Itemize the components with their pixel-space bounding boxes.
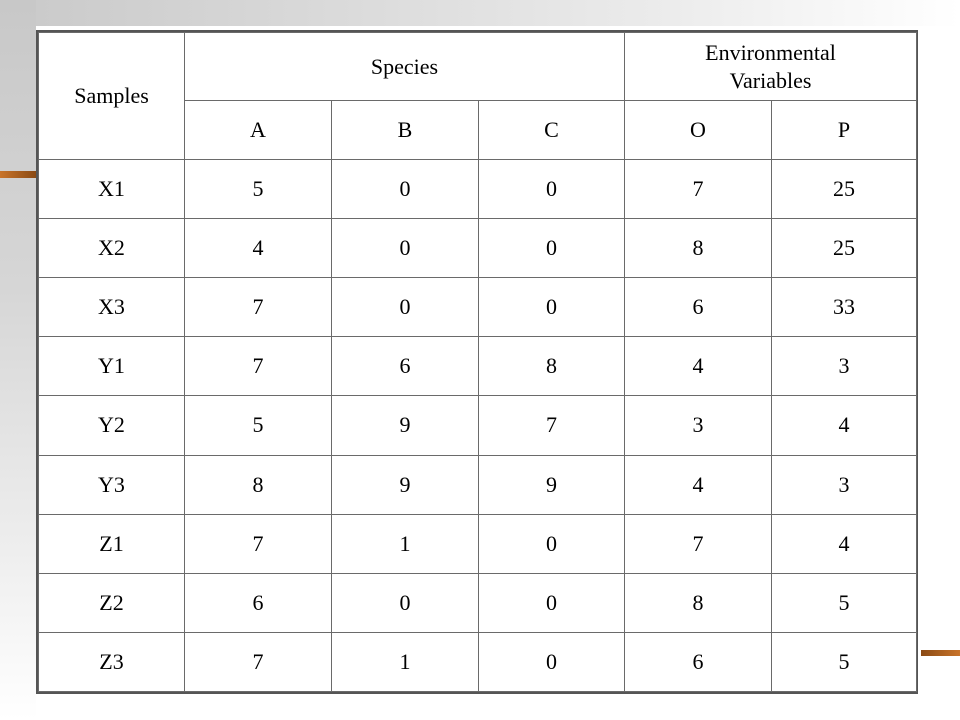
value-cell: 0 xyxy=(478,572,625,633)
value-cell: 1 xyxy=(331,513,479,574)
sample-cell: X2 xyxy=(38,218,185,279)
value-cell: 0 xyxy=(331,218,479,279)
value-cell: 5 xyxy=(184,395,332,456)
value-cell: 25 xyxy=(771,158,917,220)
value-cell: 7 xyxy=(184,631,332,693)
value-cell: 5 xyxy=(184,158,332,220)
value-cell: 4 xyxy=(184,218,332,279)
value-cell: 8 xyxy=(184,454,332,515)
value-cell: 9 xyxy=(331,395,479,456)
value-cell: 7 xyxy=(624,158,772,220)
value-cell: 25 xyxy=(771,218,917,279)
species-header: Species xyxy=(184,32,625,101)
value-cell: 9 xyxy=(331,454,479,515)
sample-cell: Y3 xyxy=(38,454,185,515)
value-cell: 0 xyxy=(478,277,625,338)
species-environment-table: Samples Species Environmental Variables … xyxy=(38,32,917,693)
value-cell: 7 xyxy=(184,513,332,574)
sample-cell: X3 xyxy=(38,277,185,338)
value-cell: 0 xyxy=(478,631,625,693)
value-cell: 0 xyxy=(331,158,479,220)
value-cell: 7 xyxy=(478,395,625,456)
column-header-b: B xyxy=(331,100,479,160)
table-row: Y1 7 6 8 4 3 xyxy=(38,336,917,397)
value-cell: 6 xyxy=(624,277,772,338)
table-row: Y3 8 9 9 4 3 xyxy=(38,454,917,515)
value-cell: 8 xyxy=(624,218,772,279)
column-header-c: C xyxy=(478,100,625,160)
data-table-container: Samples Species Environmental Variables … xyxy=(36,30,918,694)
sample-cell: Z1 xyxy=(38,513,185,574)
left-gradient-bar xyxy=(0,0,36,720)
value-cell: 0 xyxy=(478,158,625,220)
table-row: Z2 6 0 0 8 5 xyxy=(38,572,917,633)
table-row: Y2 5 9 7 3 4 xyxy=(38,395,917,456)
value-cell: 4 xyxy=(624,454,772,515)
value-cell: 0 xyxy=(331,572,479,633)
accent-line-left xyxy=(0,171,36,178)
sample-cell: Z3 xyxy=(38,631,185,693)
table-row: X2 4 0 0 8 25 xyxy=(38,218,917,279)
column-header-p: P xyxy=(771,100,917,160)
table-row: X3 7 0 0 6 33 xyxy=(38,277,917,338)
value-cell: 6 xyxy=(184,572,332,633)
column-header-a: A xyxy=(184,100,332,160)
value-cell: 9 xyxy=(478,454,625,515)
value-cell: 7 xyxy=(184,336,332,397)
value-cell: 4 xyxy=(771,513,917,574)
top-gradient-bar xyxy=(0,0,960,26)
sample-cell: Z2 xyxy=(38,572,185,633)
value-cell: 7 xyxy=(624,513,772,574)
value-cell: 0 xyxy=(478,218,625,279)
table-row: X1 5 0 0 7 25 xyxy=(38,158,917,220)
value-cell: 3 xyxy=(624,395,772,456)
value-cell: 3 xyxy=(771,336,917,397)
sample-cell: Y1 xyxy=(38,336,185,397)
samples-header: Samples xyxy=(38,32,185,160)
value-cell: 6 xyxy=(331,336,479,397)
header-row-columns: A B C O P xyxy=(39,100,917,160)
environmental-variables-header: Environmental Variables xyxy=(624,32,917,101)
value-cell: 1 xyxy=(331,631,479,693)
value-cell: 3 xyxy=(771,454,917,515)
value-cell: 6 xyxy=(624,631,772,693)
column-header-o: O xyxy=(624,100,772,160)
value-cell: 5 xyxy=(771,572,917,633)
sample-cell: X1 xyxy=(38,158,185,220)
table-row: Z3 7 1 0 6 5 xyxy=(38,631,917,693)
table-row: Z1 7 1 0 7 4 xyxy=(38,513,917,574)
header-row-groups: Samples Species Environmental Variables xyxy=(38,32,917,160)
value-cell: 0 xyxy=(331,277,479,338)
value-cell: 0 xyxy=(478,513,625,574)
value-cell: 33 xyxy=(771,277,917,338)
value-cell: 5 xyxy=(771,631,917,693)
value-cell: 8 xyxy=(624,572,772,633)
value-cell: 4 xyxy=(624,336,772,397)
value-cell: 8 xyxy=(478,336,625,397)
value-cell: 7 xyxy=(184,277,332,338)
environmental-header-line2: Variables xyxy=(729,67,812,93)
value-cell: 4 xyxy=(771,395,917,456)
environmental-header-line1: Environmental xyxy=(705,39,836,65)
sample-cell: Y2 xyxy=(38,395,185,456)
accent-line-right xyxy=(921,650,960,656)
